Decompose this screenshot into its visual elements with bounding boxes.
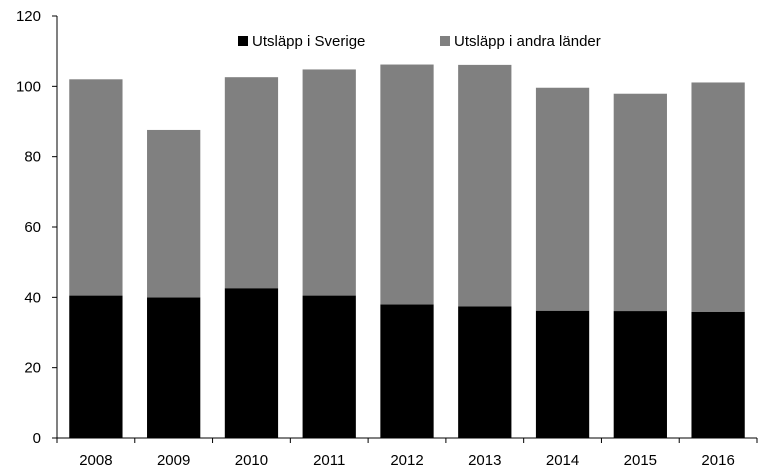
bar-2013-series-1 <box>458 64 512 307</box>
bar-2016-series-1 <box>691 82 745 312</box>
x-tick-label-2011: 2011 <box>313 452 345 469</box>
bar-2010-series-0 <box>224 288 279 438</box>
bar-2008-series-1 <box>69 79 123 296</box>
bar-2010-series-1 <box>224 77 279 289</box>
bar-2011-series-0 <box>302 295 356 438</box>
bar-2014-series-0 <box>535 310 590 438</box>
y-tick-label-120: 120 <box>16 8 41 25</box>
bar-2013-series-0 <box>458 306 512 438</box>
bar-2015-series-0 <box>613 311 667 438</box>
x-tick-label-2014: 2014 <box>546 452 579 469</box>
bars-layer <box>69 64 745 438</box>
y-tick-label-40: 40 <box>24 289 41 306</box>
legend-swatch-1 <box>440 36 450 46</box>
bar-2011-series-1 <box>302 69 356 296</box>
y-tick-label-20: 20 <box>24 360 41 377</box>
bar-2014-series-1 <box>535 87 590 311</box>
y-tick-label-80: 80 <box>24 149 41 166</box>
y-tick-label-0: 0 <box>33 430 41 447</box>
bar-2012-series-0 <box>380 304 434 438</box>
bar-2015-series-1 <box>613 93 667 312</box>
x-tick-label-2008: 2008 <box>79 452 112 469</box>
x-tick-label-2015: 2015 <box>624 452 657 469</box>
legend-swatch-0 <box>238 36 248 46</box>
bar-2008-series-0 <box>69 295 123 438</box>
x-tick-label-2012: 2012 <box>390 452 423 469</box>
y-tick-label-60: 60 <box>24 219 41 236</box>
x-tick-label-2013: 2013 <box>468 452 501 469</box>
legend-label-0: Utsläpp i Sverige <box>252 33 365 50</box>
bar-2012-series-1 <box>380 64 434 305</box>
axes-layer: 0 20 40 60 80 100 120 2008 2009 2010 2011 2012 2013 2… <box>16 8 758 469</box>
y-tick-label-100: 100 <box>16 78 41 95</box>
bar-2009-series-0 <box>147 297 201 438</box>
bar-2009-series-1 <box>147 129 201 298</box>
legend-label-1: Utsläpp i andra länder <box>454 33 601 50</box>
legend: Utsläpp i Sverige Utsläpp i andra länder <box>238 33 601 50</box>
x-tick-label-2016: 2016 <box>701 452 734 469</box>
x-tick-label-2009: 2009 <box>157 452 190 469</box>
x-tick-label-2010: 2010 <box>235 452 268 469</box>
bar-2016-series-0 <box>691 311 745 438</box>
